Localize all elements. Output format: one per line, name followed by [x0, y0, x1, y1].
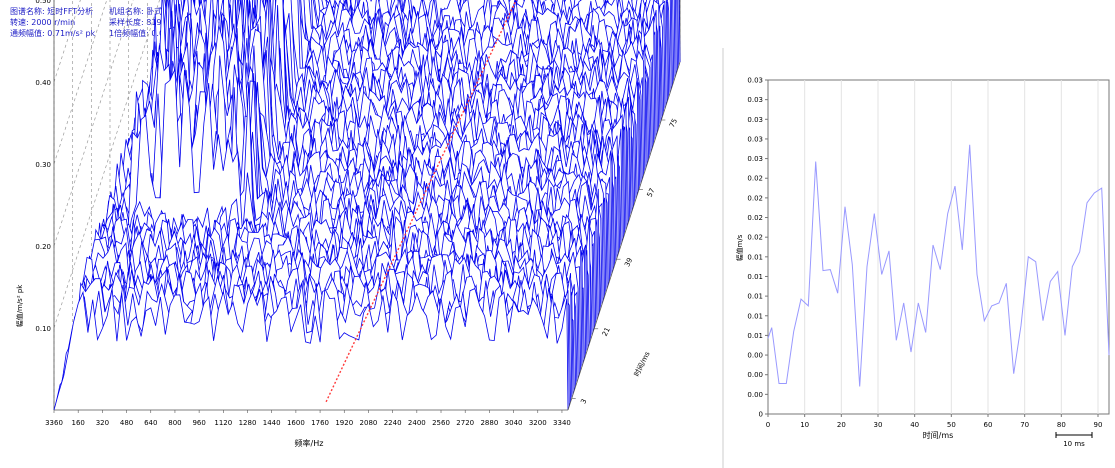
y-tick-label: 0.02 — [747, 234, 763, 242]
y-tick-label: 0.20 — [35, 243, 51, 251]
y-tick-label: 0.03 — [747, 116, 763, 124]
waveform-chart: 0 10 20 30 40 50 60 70 80 90 0 0.00 0.00 0.00 0.01 0.01… — [735, 77, 1110, 448]
waveform-series-line — [767, 144, 1110, 387]
y-tick-label: 0.00 — [747, 371, 763, 379]
y-tick-label: 0.03 — [747, 77, 763, 85]
x-tick-label: 2560 — [432, 419, 450, 427]
y-tick-label: 0.00 — [747, 352, 763, 360]
y-tick-label: 0.03 — [747, 96, 763, 104]
waterfall-y-axis-label: 幅值/m/s² pk — [15, 284, 24, 328]
x-tick-label: 0 — [766, 421, 770, 429]
waterfall-trace — [53, 287, 569, 411]
y-tick-label: 0.50 — [35, 0, 51, 5]
side-wall-grid-line — [53, 0, 81, 83]
x-tick-label: 3200 — [529, 419, 547, 427]
x-tick-label: 10 — [800, 421, 809, 429]
x-tick-label: 1120 — [214, 419, 232, 427]
x-tick-label: 30 — [874, 421, 883, 429]
panel-divider — [722, 48, 724, 468]
x-tick-label: 80 — [1057, 421, 1066, 429]
z-tick-label: 3 — [579, 398, 588, 406]
waveform-grid — [804, 80, 1099, 414]
y-tick-label: 0.30 — [35, 161, 51, 169]
waveform-y-axis-label: 幅值m/s — [735, 234, 744, 261]
x-tick-label: 1920 — [335, 419, 353, 427]
y-tick-label: 0.01 — [747, 293, 763, 301]
y-tick-label: 0 — [759, 411, 763, 419]
x-tick-label: 60 — [984, 421, 993, 429]
waterfall-traces — [53, 0, 681, 411]
x-tick-label: 2240 — [384, 419, 402, 427]
z-tick-label: 75 — [668, 117, 679, 129]
y-tick-label: 0.03 — [747, 135, 763, 143]
x-tick-label: 3340 — [553, 419, 571, 427]
x-tick-label: 3360 — [45, 419, 63, 427]
x-tick-label: 70 — [1020, 421, 1029, 429]
waterfall-z-axis-label: 时间/ms — [632, 350, 652, 378]
z-tick-label: 21 — [601, 326, 612, 338]
y-tick-label: 0.10 — [35, 325, 51, 333]
x-tick-label: 50 — [947, 421, 956, 429]
x-tick-label: 3040 — [505, 419, 523, 427]
waveform-ticks: 0 10 20 30 40 50 60 70 80 90 0 0.00 0.00 0.00 0.01 0.01… — [747, 77, 1102, 430]
y-tick-label: 0.01 — [747, 273, 763, 281]
y-tick-label: 0.02 — [747, 175, 763, 183]
x-tick-label: 320 — [96, 419, 109, 427]
x-tick-label: 2080 — [360, 419, 378, 427]
x-tick-label: 2720 — [456, 419, 474, 427]
y-tick-label: 0.02 — [747, 194, 763, 202]
x-tick-label: 1600 — [287, 419, 305, 427]
x-tick-label: 90 — [1094, 421, 1103, 429]
x-tick-label: 20 — [837, 421, 846, 429]
side-wall-grid-line — [53, 0, 160, 329]
x-tick-label: 40 — [910, 421, 919, 429]
speed: 转速: 2000 r/min — [10, 18, 76, 27]
y-tick-label: 0.01 — [747, 312, 763, 320]
waterfall-axes: 0.10 0.20 0.30 0.40 0.50 3360 160 320 480 640 800 9… — [35, 0, 681, 427]
unit-name: 机组名称: 卧式泵 — [109, 7, 171, 16]
y-tick-label: 0.00 — [747, 391, 763, 399]
y-tick-label: 0.03 — [747, 155, 763, 163]
x-tick-label: 480 — [120, 419, 133, 427]
x-tick-label: 2400 — [408, 419, 426, 427]
y-tick-label: 0.40 — [35, 79, 51, 87]
waveform-x-axis-label: 时间/ms — [923, 430, 954, 440]
x-tick-label: 800 — [168, 419, 181, 427]
waterfall-grid — [53, 0, 681, 410]
x-tick-label: 2880 — [480, 419, 498, 427]
waterfall-x-axis-label: 频率/Hz — [295, 438, 324, 448]
z-tick-label: 39 — [623, 257, 634, 269]
scale-bar-label: 10 ms — [1063, 440, 1085, 448]
x-tick-label: 160 — [72, 419, 85, 427]
frequency-marker — [325, 0, 517, 403]
chart-title: 图谱名称: 短时FFT分析 — [10, 7, 94, 16]
y-tick-label: 0.01 — [747, 253, 763, 261]
z-tick-label: 57 — [646, 187, 657, 199]
waveform-plot-frame — [767, 79, 1110, 415]
waterfall-frame — [53, 0, 681, 410]
sample-length: 采样长度: 8192 — [109, 18, 167, 27]
x-tick-label: 640 — [144, 419, 157, 427]
overall-amplitude: 通频幅值: 0.71m/s² pk — [10, 29, 96, 38]
x-tick-label: 1440 — [263, 419, 281, 427]
waterfall-chart: 0.10 0.20 0.30 0.40 0.50 3360 160 320 480 640 800 9… — [15, 0, 681, 448]
y-tick-label: 0.01 — [747, 332, 763, 340]
x-tick-label: 960 — [192, 419, 205, 427]
y-tick-label: 0.02 — [747, 214, 763, 222]
x-tick-label: 1280 — [239, 419, 257, 427]
x-tick-label: 1760 — [311, 419, 329, 427]
